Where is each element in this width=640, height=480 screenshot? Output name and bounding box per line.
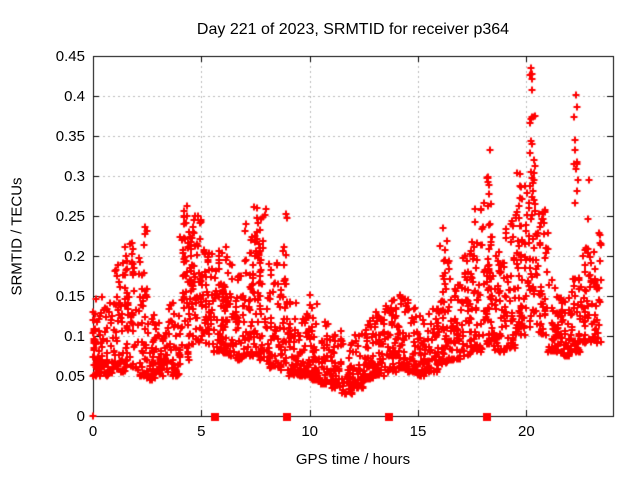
x-tick-label: 0: [88, 423, 98, 440]
y-tick-label: 0: [76, 408, 85, 425]
y-tick-label: 0.2: [64, 248, 85, 265]
chart-title: Day 221 of 2023, SRMTID for receiver p36…: [196, 21, 510, 38]
x-tick-label: 20: [517, 423, 535, 440]
y-tick-label: 0.1: [64, 328, 85, 345]
y-tick-label: 0.15: [55, 288, 85, 305]
y-tick-label: 0.05: [55, 368, 85, 385]
y-tick-label: 0.3: [64, 168, 85, 185]
x-tick-label: 15: [409, 423, 427, 440]
y-tick-label: 0.25: [55, 208, 85, 225]
y-tick-label: 0.4: [64, 88, 85, 105]
x-axis-label: GPS time / hours: [295, 451, 411, 468]
x-tick-label: 10: [301, 423, 318, 440]
x-tick-label: 5: [197, 423, 206, 440]
y-tick-label: 0.35: [55, 128, 85, 145]
y-tick-label: 0.45: [55, 48, 85, 65]
